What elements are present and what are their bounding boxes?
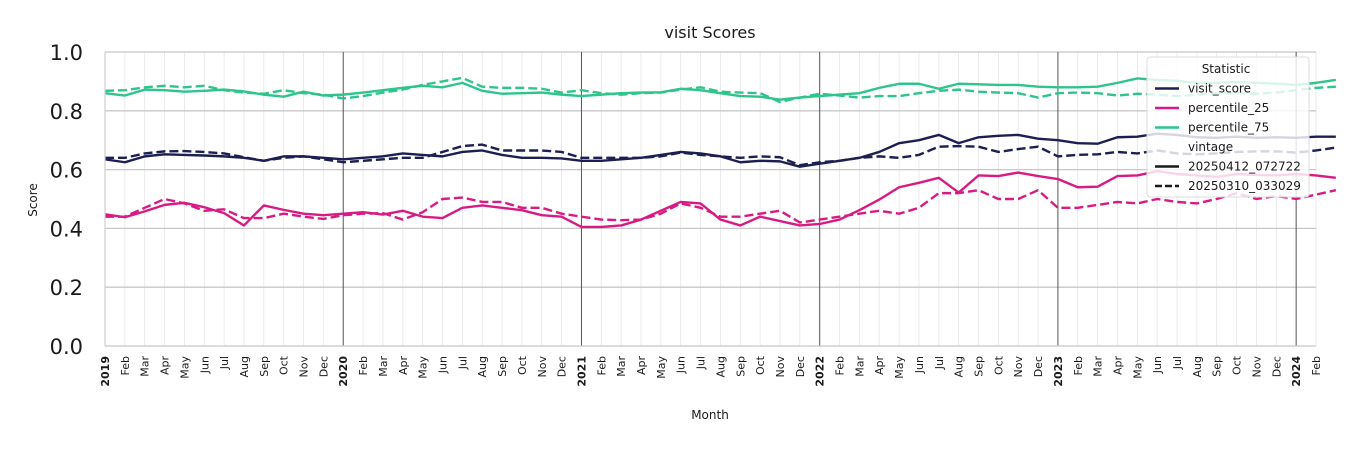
- x-tick-label-month: Dec: [1032, 356, 1045, 377]
- x-tick-label-month: Nov: [298, 356, 311, 378]
- x-axis-label: Month: [691, 408, 729, 422]
- x-tick-label-month: Aug: [714, 356, 727, 377]
- x-tick-label-month: Dec: [556, 356, 569, 377]
- x-tick-label-month: May: [178, 356, 191, 379]
- y-tick-label: 1.0: [50, 41, 83, 65]
- legend-entry-label: 20250412_072722: [1188, 160, 1301, 174]
- x-tick-label-month: Feb: [1310, 356, 1323, 375]
- x-tick-label-month: Oct: [754, 355, 767, 375]
- x-tick-label-month: Dec: [1270, 356, 1283, 377]
- x-tick-label-month: Feb: [595, 356, 608, 375]
- x-tick-label-month: Jul: [218, 356, 231, 370]
- x-tick-label-month: Oct: [516, 355, 529, 375]
- legend-entry-label: percentile_25: [1188, 101, 1269, 115]
- x-tick-label-month: Mar: [139, 356, 152, 377]
- x-tick-label-month: Jun: [436, 356, 449, 374]
- x-tick-label-month: Nov: [536, 356, 549, 378]
- x-tick-label-month: Sep: [1211, 356, 1224, 377]
- x-tick-label-month: Jul: [695, 356, 708, 370]
- x-tick-label-month: Feb: [119, 356, 132, 375]
- x-tick-label-month: Oct: [1231, 355, 1244, 375]
- x-tick-label-month: Sep: [973, 356, 986, 377]
- y-axis-label: Score: [26, 183, 40, 217]
- x-tick-label-month: Apr: [159, 356, 172, 376]
- x-tick-label-month: Oct: [992, 355, 1005, 375]
- x-tick-label-month: Aug: [953, 356, 966, 377]
- axes-layer: 0.0 0.2 0.4 0.6 0.8 1.0 2019 Feb Mar Apr May Jun Jul…: [50, 41, 1323, 387]
- y-tick-label: 0.8: [50, 100, 83, 124]
- x-tick-label-month: Jul: [933, 356, 946, 370]
- x-tick-label-month: Sep: [496, 356, 509, 377]
- x-tick-label-month: Mar: [853, 356, 866, 377]
- x-tick-label-month: Aug: [476, 356, 489, 377]
- series-line-percentile-25-dashed: [105, 188, 1337, 224]
- x-tick-label-year: 2020: [337, 356, 350, 387]
- x-tick-label-month: Apr: [873, 356, 886, 376]
- x-tick-label-year: 2021: [575, 356, 588, 387]
- x-tick-label-month: Apr: [397, 356, 410, 376]
- x-tick-label-year: 2022: [814, 356, 827, 387]
- legend-title-statistic: Statistic: [1202, 62, 1251, 76]
- series-line-visit-score-solid: [104, 132, 1336, 168]
- legend-entry-label: 20250310_033029: [1188, 179, 1301, 193]
- series-line-percentile-25-solid: [104, 169, 1336, 229]
- y-tick-label: 0.4: [50, 217, 83, 241]
- x-tick-label-month: May: [655, 356, 668, 379]
- legend-entry-label: percentile_75: [1188, 121, 1269, 135]
- x-tick-label-month: Nov: [1012, 356, 1025, 378]
- x-tick-label-month: Jun: [913, 356, 926, 374]
- x-tick-label-month: Aug: [238, 356, 251, 377]
- series-layer: [104, 76, 1337, 229]
- x-tick-label-month: Nov: [1250, 356, 1263, 378]
- x-tick-label-month: Aug: [1191, 356, 1204, 377]
- x-tick-label-month: Jun: [198, 356, 211, 374]
- legend: Statistic visit_score percentile_25percent…: [1146, 56, 1310, 198]
- x-tick-label-month: May: [893, 356, 906, 379]
- x-tick-label-month: May: [417, 356, 430, 379]
- y-tick-label: 0.6: [50, 159, 83, 183]
- x-tick-label-month: Sep: [258, 356, 271, 377]
- x-tick-label-month: Feb: [834, 356, 847, 375]
- x-tick-label-year: 2019: [99, 356, 112, 387]
- x-tick-label-month: Jul: [1171, 356, 1184, 370]
- x-tick-label-month: Dec: [794, 356, 807, 377]
- chart-title: visit Scores: [664, 23, 755, 42]
- y-tick-label: 0.2: [50, 276, 83, 300]
- x-tick-label-month: Apr: [635, 356, 648, 376]
- x-tick-label-month: May: [1131, 356, 1144, 379]
- x-tick-label-month: Mar: [377, 356, 390, 377]
- x-tick-label-month: Jun: [675, 356, 688, 374]
- x-tick-label-month: Feb: [1072, 356, 1085, 375]
- x-tick-label-month: Jun: [1151, 356, 1164, 374]
- legend-box: [1146, 56, 1310, 198]
- x-tick-label-month: Dec: [317, 356, 330, 377]
- y-tick-label: 0.0: [50, 335, 83, 359]
- series-line-percentile-75-solid: [104, 77, 1337, 101]
- x-tick-label-month: Mar: [615, 356, 628, 377]
- x-tick-label-year: 2023: [1052, 356, 1065, 387]
- x-tick-label-month: Apr: [1111, 356, 1124, 376]
- legend-title-vintage: vintage: [1188, 140, 1233, 154]
- legend-entry-label: visit_score: [1188, 82, 1251, 96]
- x-tick-label-month: Oct: [278, 355, 291, 375]
- x-tick-label-month: Jul: [456, 356, 469, 370]
- x-tick-label-month: Mar: [1092, 356, 1105, 377]
- x-tick-label-year: 2024: [1290, 356, 1303, 387]
- x-tick-label-month: Sep: [734, 356, 747, 377]
- x-tick-label-month: Nov: [774, 356, 787, 378]
- x-tick-label-month: Feb: [357, 356, 370, 375]
